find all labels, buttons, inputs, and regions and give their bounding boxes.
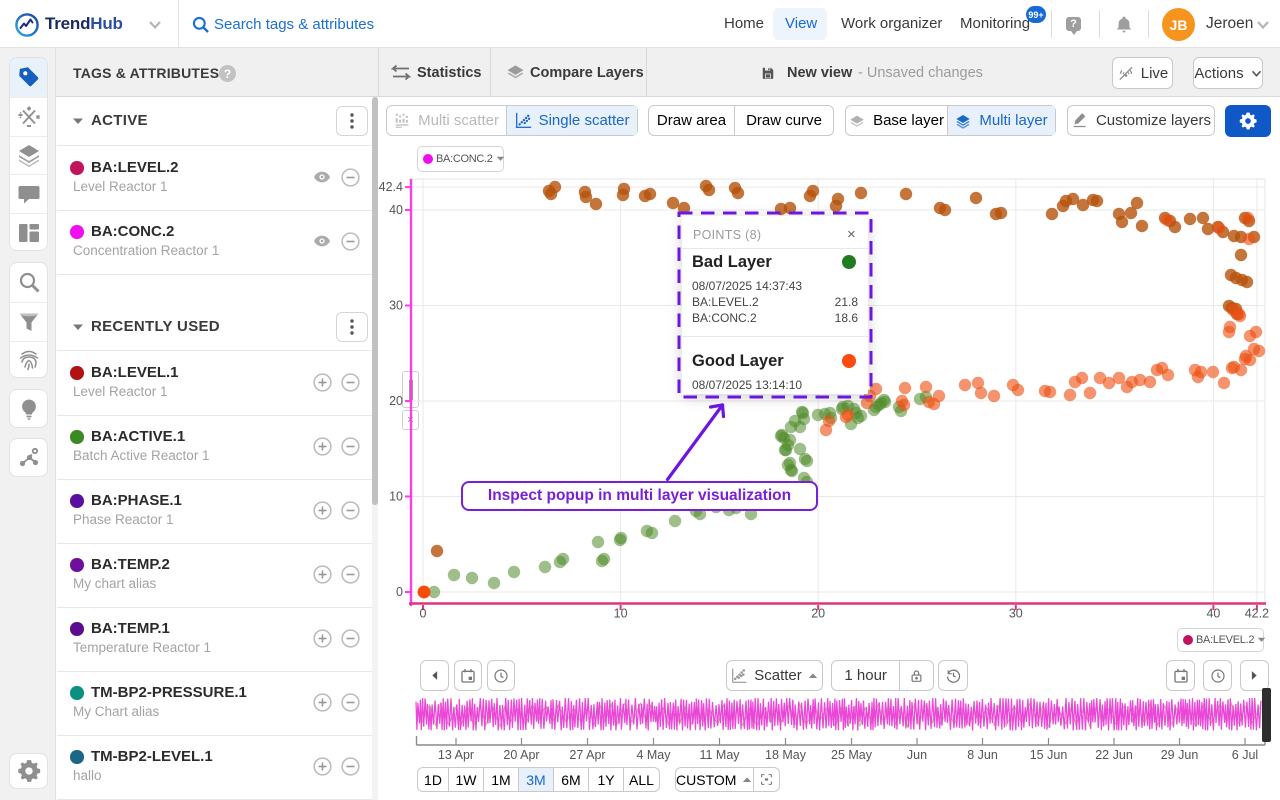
svg-text:30: 30 — [1009, 607, 1023, 621]
svg-text:10: 10 — [389, 490, 403, 504]
svg-text:42.2: 42.2 — [1245, 607, 1269, 621]
svg-text:0: 0 — [420, 607, 427, 621]
svg-text:25 May: 25 May — [831, 748, 873, 762]
svg-text:20: 20 — [811, 607, 825, 621]
svg-text:0: 0 — [396, 585, 403, 599]
svg-text:4 May: 4 May — [636, 748, 671, 762]
svg-text:13 Apr: 13 Apr — [438, 748, 474, 762]
svg-text:40: 40 — [1206, 607, 1220, 621]
svg-text:40: 40 — [389, 203, 403, 217]
svg-text:27 Apr: 27 Apr — [569, 748, 605, 762]
svg-text:11 May: 11 May — [699, 748, 740, 762]
svg-text:10: 10 — [614, 607, 628, 621]
svg-text:30: 30 — [389, 299, 403, 313]
svg-text:22 Jun: 22 Jun — [1095, 748, 1133, 762]
svg-text:Jun: Jun — [907, 748, 927, 762]
svg-text:18 May: 18 May — [765, 748, 807, 762]
svg-text:42.4: 42.4 — [379, 180, 403, 194]
svg-text:20: 20 — [389, 394, 403, 408]
svg-text:15 Jun: 15 Jun — [1030, 748, 1068, 762]
svg-text:8 Jun: 8 Jun — [967, 748, 998, 762]
svg-text:20 Apr: 20 Apr — [503, 748, 539, 762]
svg-text:6 Jul: 6 Jul — [1232, 748, 1258, 762]
svg-text:29 Jun: 29 Jun — [1161, 748, 1199, 762]
